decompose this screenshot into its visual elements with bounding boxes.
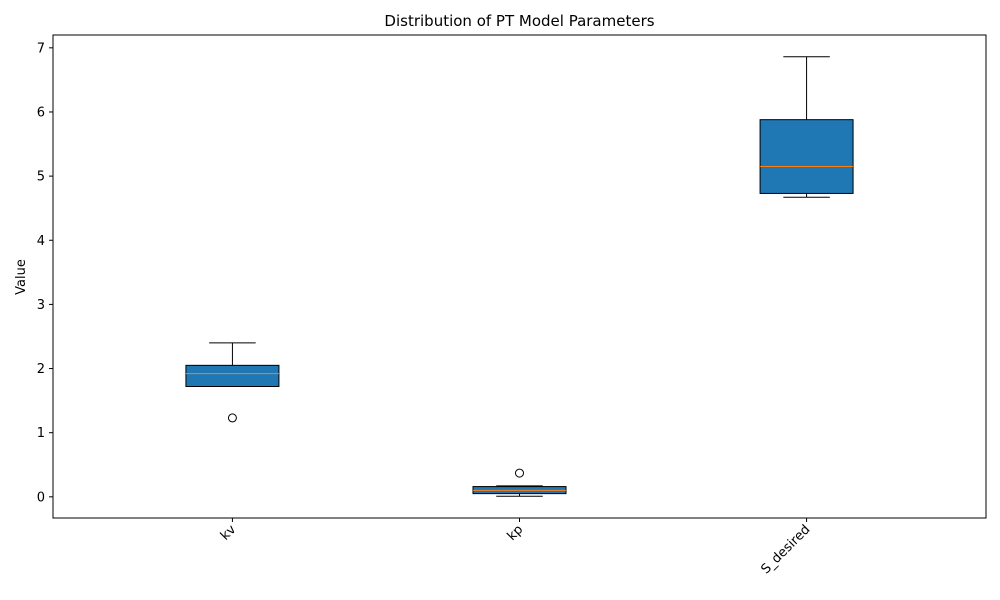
y-tick-label: 5 [37, 170, 45, 185]
y-tick-label: 4 [37, 234, 45, 249]
y-tick-label: 1 [37, 426, 45, 441]
box-group-S_desired [759, 56, 854, 198]
chart-title: Distribution of PT Model Parameters [384, 12, 654, 30]
box-group-kp [472, 468, 567, 497]
x-tick-label: kv [218, 522, 240, 544]
box [759, 119, 854, 194]
y-tick-label: 0 [37, 490, 45, 505]
box-group-kv [185, 342, 280, 423]
x-tick-label: kp [505, 522, 527, 544]
plot-area: 0 1 2 3 4 5 6 7 kv kp S_desired [37, 41, 854, 577]
box [185, 364, 280, 388]
outlier-point [515, 468, 524, 478]
y-axis-label: Value [14, 259, 29, 295]
x-tick-label: S_desired [758, 522, 813, 577]
outlier-point [227, 413, 237, 423]
y-tick-label: 3 [37, 298, 45, 313]
y-tick-label: 7 [37, 41, 45, 56]
plot-frame [52, 34, 987, 519]
y-tick-label: 2 [37, 362, 45, 377]
y-tick-label: 6 [37, 105, 45, 120]
